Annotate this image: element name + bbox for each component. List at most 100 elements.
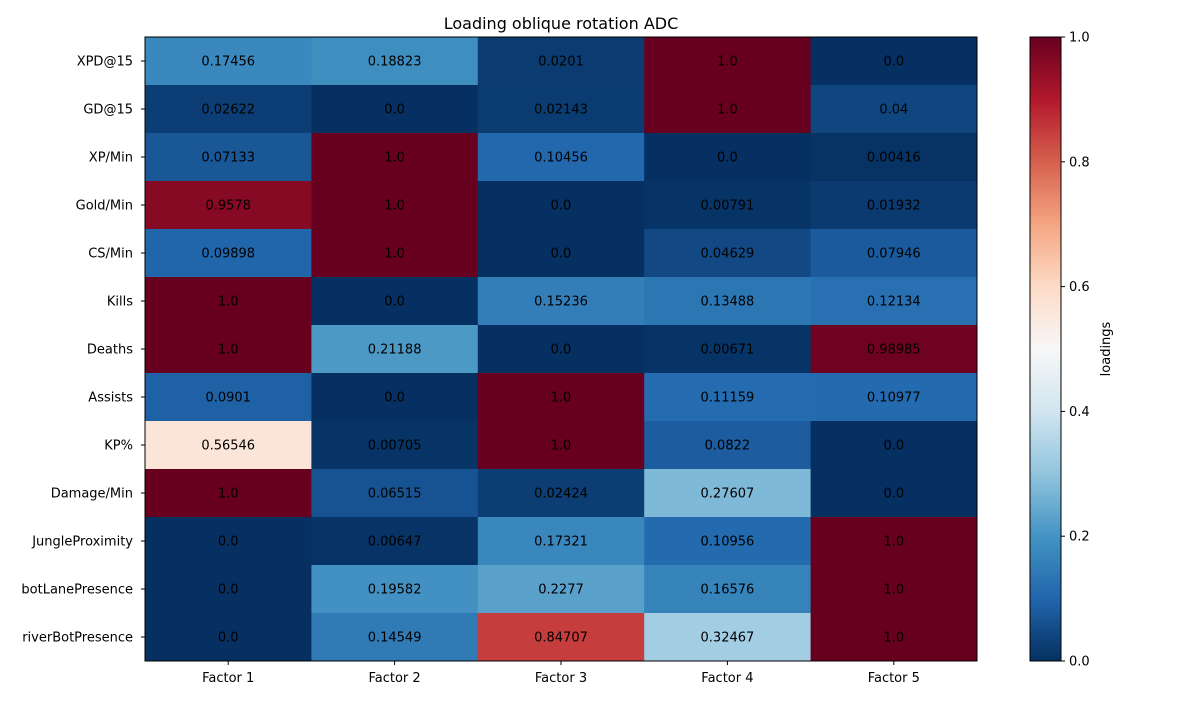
cell-value-label: 1.0 <box>717 103 738 118</box>
heatmap-cells <box>145 37 978 662</box>
heatmap-cell <box>145 277 312 326</box>
heatmap-cell <box>145 85 312 134</box>
cell-value-label: 1.0 <box>384 151 405 166</box>
heatmap-cell <box>477 373 645 422</box>
heatmap-cell <box>810 181 978 230</box>
heatmap-cell <box>311 421 479 470</box>
cell-value-label: 0.18823 <box>368 55 422 70</box>
heatmap-cell <box>311 85 479 134</box>
cell-value-label: 0.14549 <box>368 631 422 646</box>
cell-value-label: 1.0 <box>717 55 738 70</box>
cell-value-label: 0.32467 <box>701 631 755 646</box>
heatmap-cell <box>477 85 645 134</box>
cell-value-label: 0.04629 <box>701 247 755 262</box>
y-tick-label: XPD@15 <box>77 55 133 70</box>
cell-value-label: 0.0 <box>717 151 738 166</box>
heatmap-cell <box>810 277 978 326</box>
heatmap-cell <box>810 133 978 182</box>
cell-value-label: 0.27607 <box>701 487 755 502</box>
cell-value-label: 0.15236 <box>534 295 588 310</box>
heatmap-cell <box>644 325 812 374</box>
heatmap-cell <box>477 181 645 230</box>
colorbar: 0.0 0.2 0.4 0.6 0.8 1.0 <box>1029 31 1090 670</box>
heatmap-cell <box>644 85 812 134</box>
y-tick-label: Assists <box>88 391 133 406</box>
cell-value-label: 0.02424 <box>534 487 588 502</box>
cell-value-label: 0.01932 <box>867 199 921 214</box>
cell-value-label: 1.0 <box>384 199 405 214</box>
y-tick-label: botLanePresence <box>21 583 133 598</box>
heatmap-cell <box>145 229 312 278</box>
cell-value-label: 0.00705 <box>368 439 422 454</box>
heatmap-cell <box>477 517 645 566</box>
cell-value-label: 0.00647 <box>368 535 422 550</box>
heatmap-cell <box>644 229 812 278</box>
x-axis: Factor 1 Factor 2 Factor 3 Factor 4 Factor 5 <box>202 661 920 686</box>
cell-value-label: 0.19582 <box>368 583 422 598</box>
heatmap-cell <box>810 613 978 662</box>
heatmap-cell <box>644 37 812 86</box>
cell-value-label: 0.10977 <box>867 391 921 406</box>
heatmap-cell <box>644 469 812 518</box>
chart-title: Loading oblique rotation ADC <box>444 14 679 33</box>
heatmap-cell <box>810 565 978 614</box>
y-tick-label: JungleProximity <box>31 535 133 550</box>
y-axis: XPD@15 GD@15 XP/Min Gold/Min CS/Min Kills Deat… <box>21 55 145 646</box>
cell-value-label: 0.0 <box>883 55 904 70</box>
cell-value-label: 0.0 <box>551 247 572 262</box>
y-tick-label: KP% <box>104 439 133 454</box>
heatmap-cell <box>810 325 978 374</box>
heatmap-cell <box>311 517 479 566</box>
heatmap-cell <box>145 613 312 662</box>
heatmap-cell <box>311 565 479 614</box>
heatmap-cell <box>477 277 645 326</box>
cell-value-label: 1.0 <box>551 439 572 454</box>
cell-value-label: 0.0 <box>883 439 904 454</box>
colorbar-label: loadings <box>1099 321 1114 376</box>
cell-value-label: 0.10456 <box>534 151 588 166</box>
cell-value-label: 0.0 <box>384 103 405 118</box>
x-tick-label: Factor 5 <box>868 671 920 686</box>
cell-value-label: 0.0 <box>218 583 239 598</box>
heatmap-cell <box>311 373 479 422</box>
cell-value-label: 0.00671 <box>701 343 755 358</box>
colorbar-tick-label: 1.0 <box>1069 31 1090 46</box>
heatmap-cell <box>145 373 312 422</box>
cell-value-label: 1.0 <box>384 247 405 262</box>
x-tick-label: Factor 3 <box>535 671 587 686</box>
heatmap-cell <box>477 325 645 374</box>
cell-value-label: 0.11159 <box>701 391 755 406</box>
cell-value-label: 0.13488 <box>701 295 755 310</box>
cell-value-label: 0.0 <box>218 631 239 646</box>
cell-value-label: 0.0822 <box>705 439 751 454</box>
cell-value-label: 0.98985 <box>867 343 921 358</box>
heatmap-cell <box>644 565 812 614</box>
heatmap-cell <box>311 325 479 374</box>
heatmap-cell <box>644 517 812 566</box>
heatmap-cell-labels: 0.17456 0.18823 0.0201 1.0 0.0 0.02622 0.0 0.02… <box>201 55 920 646</box>
heatmap-cell <box>311 277 479 326</box>
heatmap-cell <box>311 469 479 518</box>
cell-value-label: 0.0 <box>551 199 572 214</box>
colorbar-tick-label: 0.0 <box>1069 655 1090 670</box>
cell-value-label: 1.0 <box>218 487 239 502</box>
x-tick-label: Factor 1 <box>202 671 254 686</box>
heatmap-cell <box>477 613 645 662</box>
cell-value-label: 0.02143 <box>534 103 588 118</box>
cell-value-label: 0.17456 <box>201 55 255 70</box>
cell-value-label: 0.0 <box>384 391 405 406</box>
cell-value-label: 0.2277 <box>538 583 584 598</box>
heatmap-cell <box>311 181 479 230</box>
cell-value-label: 0.02622 <box>201 103 255 118</box>
heatmap-cell <box>145 181 312 230</box>
heatmap-cell <box>810 229 978 278</box>
heatmap-cell <box>644 181 812 230</box>
y-tick-label: Kills <box>107 295 133 310</box>
heatmap-cell <box>644 373 812 422</box>
cell-value-label: 0.17321 <box>534 535 588 550</box>
heatmap-cell <box>477 421 645 470</box>
heatmap-cell <box>145 469 312 518</box>
colorbar-tick-label: 0.8 <box>1069 155 1090 170</box>
